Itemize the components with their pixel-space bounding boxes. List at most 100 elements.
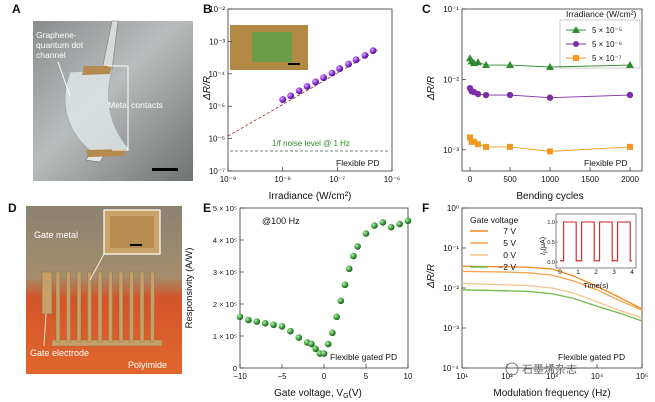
comb-finger <box>55 271 61 343</box>
callout-channel-line3: channel <box>36 50 66 60</box>
x-axis-label-unit: (V) <box>349 388 362 399</box>
plot-frame <box>461 8 643 172</box>
inset-photo-detail <box>110 216 154 248</box>
data-point <box>336 65 343 72</box>
watermark-logo-icon <box>505 362 519 376</box>
data-point <box>506 61 514 69</box>
x-tick-label: 1000 <box>541 175 559 184</box>
legend-label: 5 × 10⁻⁶ <box>592 40 622 49</box>
y-tick-label: 10⁻³ <box>209 37 225 46</box>
inset-x-tick-label: 3 <box>612 269 616 276</box>
watermark-text: 石墨烯杂志 <box>522 363 577 376</box>
watermark: 石墨烯杂志 <box>505 362 577 376</box>
inset-photocurrent-trace <box>560 221 632 262</box>
x-axis-label-sub: G <box>343 393 348 400</box>
x-axis-label: Irradiance (W/cm²) <box>269 191 352 202</box>
data-point <box>474 58 482 66</box>
data-point <box>482 91 490 99</box>
y-tick-label: 3 × 10⁵ <box>213 268 237 277</box>
device-label: Flexible gated PD <box>558 352 625 362</box>
data-point <box>371 222 378 229</box>
label-polyimide: Polyimide <box>128 360 167 370</box>
inset-x-tick-label: 1 <box>576 269 580 276</box>
callout-contacts: Metal contacts <box>108 100 163 110</box>
data-point <box>354 243 361 250</box>
data-point <box>350 252 357 260</box>
panel-letter: B <box>203 2 212 16</box>
data-point <box>329 329 336 337</box>
comb-bus-bar <box>51 339 163 347</box>
data-point <box>362 230 370 237</box>
comb-finger <box>118 271 124 343</box>
x-tick-label: 10⁻⁷ <box>329 175 345 184</box>
noise-level-label: 1/f noise level @ 1 Hz <box>272 139 350 148</box>
legend-label: 5 × 10⁻⁷ <box>592 54 622 63</box>
data-point <box>253 318 261 325</box>
x-tick-label: 10² <box>501 372 513 381</box>
y-axis-label: ΔR/R <box>426 76 437 101</box>
inset-y-label: Ip(μA) <box>540 237 549 255</box>
legend-label: 5 V <box>503 238 516 248</box>
series-line <box>461 265 643 310</box>
scale-bar <box>152 168 178 171</box>
inset-y-label-main: I <box>540 253 547 255</box>
x-tick-label: 10¹ <box>456 372 468 381</box>
panel-letter: E <box>203 201 211 215</box>
legend-marker <box>573 41 579 47</box>
legend-label: 0 V <box>503 250 516 260</box>
data-point <box>279 96 287 103</box>
legend-title: Irradiance (W/cm²) <box>566 9 637 19</box>
data-point <box>387 223 395 231</box>
x-tick-label: 10⁻⁶ <box>384 175 400 184</box>
data-point <box>627 143 633 150</box>
y-tick-label: 4 × 10⁵ <box>213 236 237 245</box>
data-point <box>471 138 477 145</box>
inset-scale-bar <box>288 63 300 65</box>
x-tick-label: 10³ <box>546 372 558 381</box>
y-tick-label: 10⁻² <box>443 284 459 293</box>
comb-finger <box>150 271 155 343</box>
legend-marker <box>572 26 580 33</box>
inset-y-label-sub: p <box>543 250 549 253</box>
x-tick-label: 0 <box>322 372 327 381</box>
callout-channel-line1: Graphene- <box>36 30 77 40</box>
data-point <box>320 350 328 357</box>
data-point <box>369 47 377 55</box>
y-tick-label: 0 <box>233 364 237 373</box>
data-point <box>546 94 554 101</box>
series-line <box>461 282 643 319</box>
y-tick-label: 10⁻⁶ <box>209 135 225 144</box>
data-point <box>261 319 269 327</box>
x-tick-label: 10 <box>404 372 413 381</box>
flexible-film <box>64 69 131 153</box>
panel-letter: A <box>12 2 21 16</box>
data-point <box>352 56 360 64</box>
panel-b: B 1/f noise level @ 1 Hz Flexible PD 10⁻… <box>202 2 400 202</box>
y-tick-label: 10⁻⁴ <box>208 70 225 79</box>
data-point <box>278 323 286 330</box>
x-axis-label: Gate voltage, VG(V) <box>274 388 362 400</box>
gate-electrode-pad <box>41 271 53 315</box>
series-line <box>461 289 643 322</box>
y-tick-label: 10⁻⁴ <box>442 364 459 373</box>
inset-scale-bar <box>130 244 142 246</box>
fit-line <box>227 48 381 137</box>
data-point <box>245 316 252 324</box>
data-point <box>287 92 295 100</box>
x-tick-label: 2000 <box>621 175 639 184</box>
inset-photo-channel <box>252 32 292 62</box>
metal-contact-top <box>82 66 112 75</box>
data-point <box>483 143 489 150</box>
data-point <box>474 90 482 98</box>
comb-finger <box>108 271 113 343</box>
inset-x-label: Time(s) <box>583 281 609 290</box>
device-label: Flexible PD <box>584 158 627 168</box>
inset-callout-line <box>89 253 105 281</box>
inset-y-tick-label: 1.0 <box>547 220 555 226</box>
x-tick-label: 5 <box>364 372 369 381</box>
data-point <box>333 313 340 321</box>
y-tick-label: 10⁻⁷ <box>209 167 225 176</box>
frequency-label: @100 Hz <box>262 216 300 226</box>
x-tick-label: 10⁴ <box>591 372 604 381</box>
data-point <box>482 61 490 69</box>
